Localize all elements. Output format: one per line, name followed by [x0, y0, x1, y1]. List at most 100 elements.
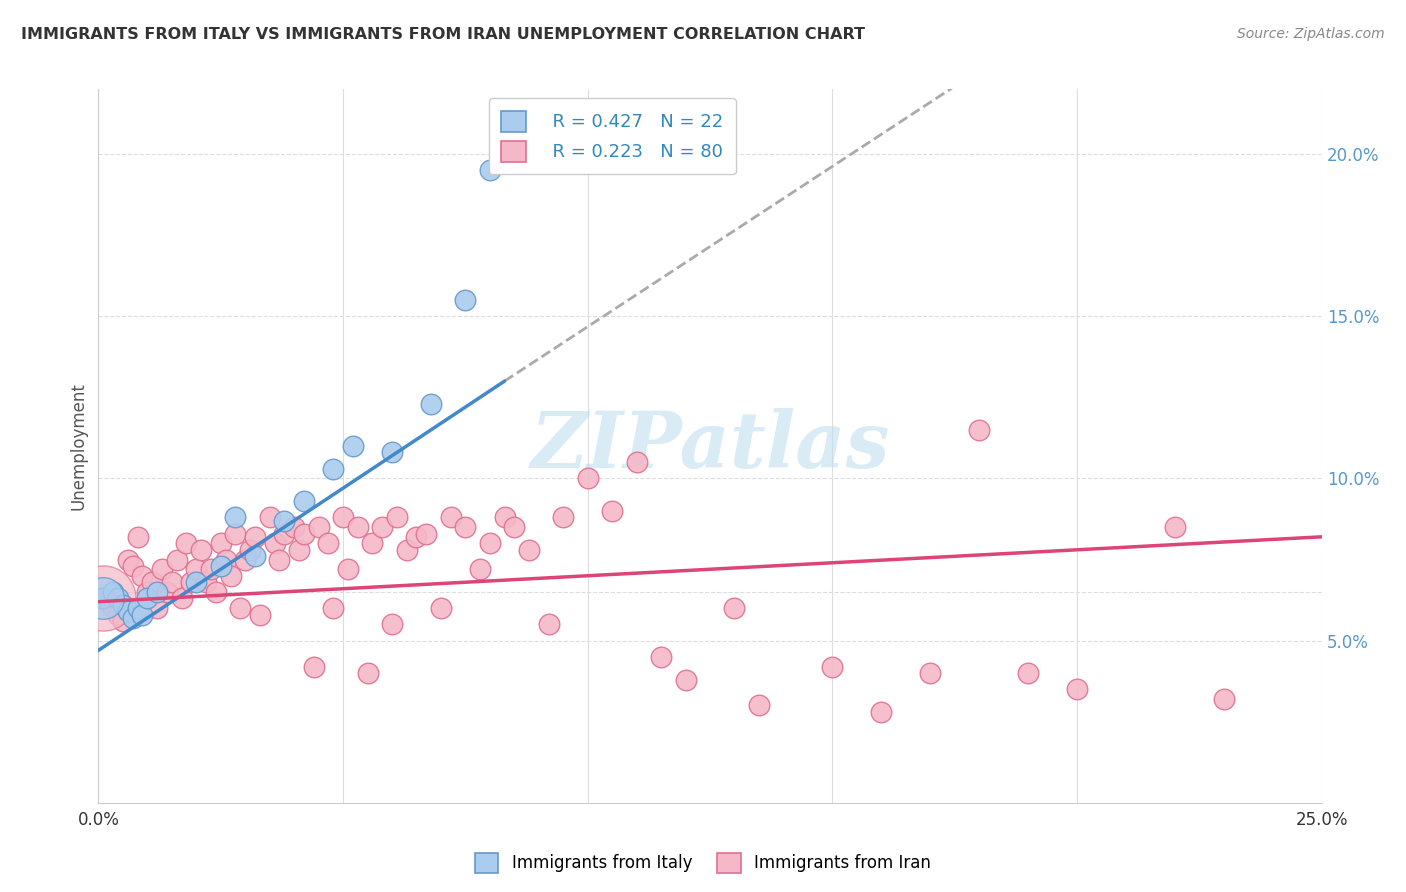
Point: [219, 568, 242, 582]
Point: [214, 552, 236, 566]
Point: [200, 562, 222, 576]
Point: [229, 601, 252, 615]
Point: [205, 585, 228, 599]
Point: [356, 666, 378, 681]
Point: [91, 591, 114, 606]
Point: [494, 510, 516, 524]
Point: [91, 591, 114, 606]
Point: [478, 536, 501, 550]
Point: [224, 510, 246, 524]
Point: [146, 601, 169, 615]
Point: [224, 526, 246, 541]
Point: [117, 552, 139, 566]
Point: [332, 510, 354, 524]
Point: [186, 575, 208, 590]
Point: [209, 559, 232, 574]
Point: [131, 607, 153, 622]
Point: [336, 562, 359, 576]
Point: [1212, 692, 1234, 706]
Point: [503, 520, 526, 534]
Point: [346, 520, 368, 534]
Point: [91, 591, 114, 606]
Point: [308, 520, 330, 534]
Point: [870, 705, 893, 719]
Point: [967, 423, 990, 437]
Point: [136, 591, 159, 606]
Point: [170, 591, 193, 606]
Text: Source: ZipAtlas.com: Source: ZipAtlas.com: [1237, 27, 1385, 41]
Point: [292, 526, 315, 541]
Y-axis label: Unemployment: Unemployment: [69, 382, 87, 510]
Point: [259, 510, 281, 524]
Point: [127, 601, 149, 615]
Point: [273, 514, 295, 528]
Point: [176, 536, 198, 550]
Point: [322, 601, 344, 615]
Point: [273, 526, 295, 541]
Point: [107, 591, 129, 606]
Point: [537, 617, 560, 632]
Point: [146, 585, 169, 599]
Point: [195, 575, 218, 590]
Point: [156, 585, 179, 599]
Point: [121, 559, 143, 574]
Point: [121, 611, 143, 625]
Point: [454, 293, 477, 307]
Point: [160, 575, 183, 590]
Point: [111, 614, 134, 628]
Point: [186, 562, 208, 576]
Point: [371, 520, 394, 534]
Point: [166, 552, 188, 566]
Text: ZIPatlas: ZIPatlas: [530, 408, 890, 484]
Point: [626, 455, 648, 469]
Point: [1066, 682, 1088, 697]
Point: [239, 542, 262, 557]
Point: [468, 562, 491, 576]
Point: [209, 536, 232, 550]
Point: [233, 552, 256, 566]
Point: [150, 562, 173, 576]
Point: [243, 530, 266, 544]
Point: [430, 601, 453, 615]
Legend:   R = 0.427   N = 22,   R = 0.223   N = 80: R = 0.427 N = 22, R = 0.223 N = 80: [488, 98, 735, 174]
Point: [440, 510, 463, 524]
Point: [405, 530, 427, 544]
Point: [243, 549, 266, 564]
Point: [111, 598, 134, 612]
Point: [381, 617, 404, 632]
Point: [288, 542, 311, 557]
Point: [553, 510, 575, 524]
Point: [361, 536, 384, 550]
Point: [415, 526, 437, 541]
Point: [675, 673, 697, 687]
Point: [249, 607, 271, 622]
Point: [263, 536, 285, 550]
Point: [385, 510, 408, 524]
Point: [91, 591, 114, 606]
Point: [600, 504, 623, 518]
Point: [127, 530, 149, 544]
Point: [318, 536, 340, 550]
Point: [283, 520, 305, 534]
Point: [420, 397, 443, 411]
Point: [141, 575, 163, 590]
Point: [322, 461, 344, 475]
Legend: Immigrants from Italy, Immigrants from Iran: Immigrants from Italy, Immigrants from I…: [468, 847, 938, 880]
Point: [1164, 520, 1187, 534]
Point: [302, 659, 325, 673]
Point: [395, 542, 418, 557]
Point: [117, 604, 139, 618]
Point: [478, 163, 501, 178]
Point: [650, 649, 672, 664]
Point: [292, 494, 315, 508]
Point: [101, 601, 124, 615]
Point: [576, 471, 599, 485]
Point: [1017, 666, 1039, 681]
Point: [454, 520, 477, 534]
Text: IMMIGRANTS FROM ITALY VS IMMIGRANTS FROM IRAN UNEMPLOYMENT CORRELATION CHART: IMMIGRANTS FROM ITALY VS IMMIGRANTS FROM…: [21, 27, 865, 42]
Point: [517, 542, 540, 557]
Point: [342, 439, 364, 453]
Point: [723, 601, 745, 615]
Point: [748, 698, 770, 713]
Point: [190, 542, 212, 557]
